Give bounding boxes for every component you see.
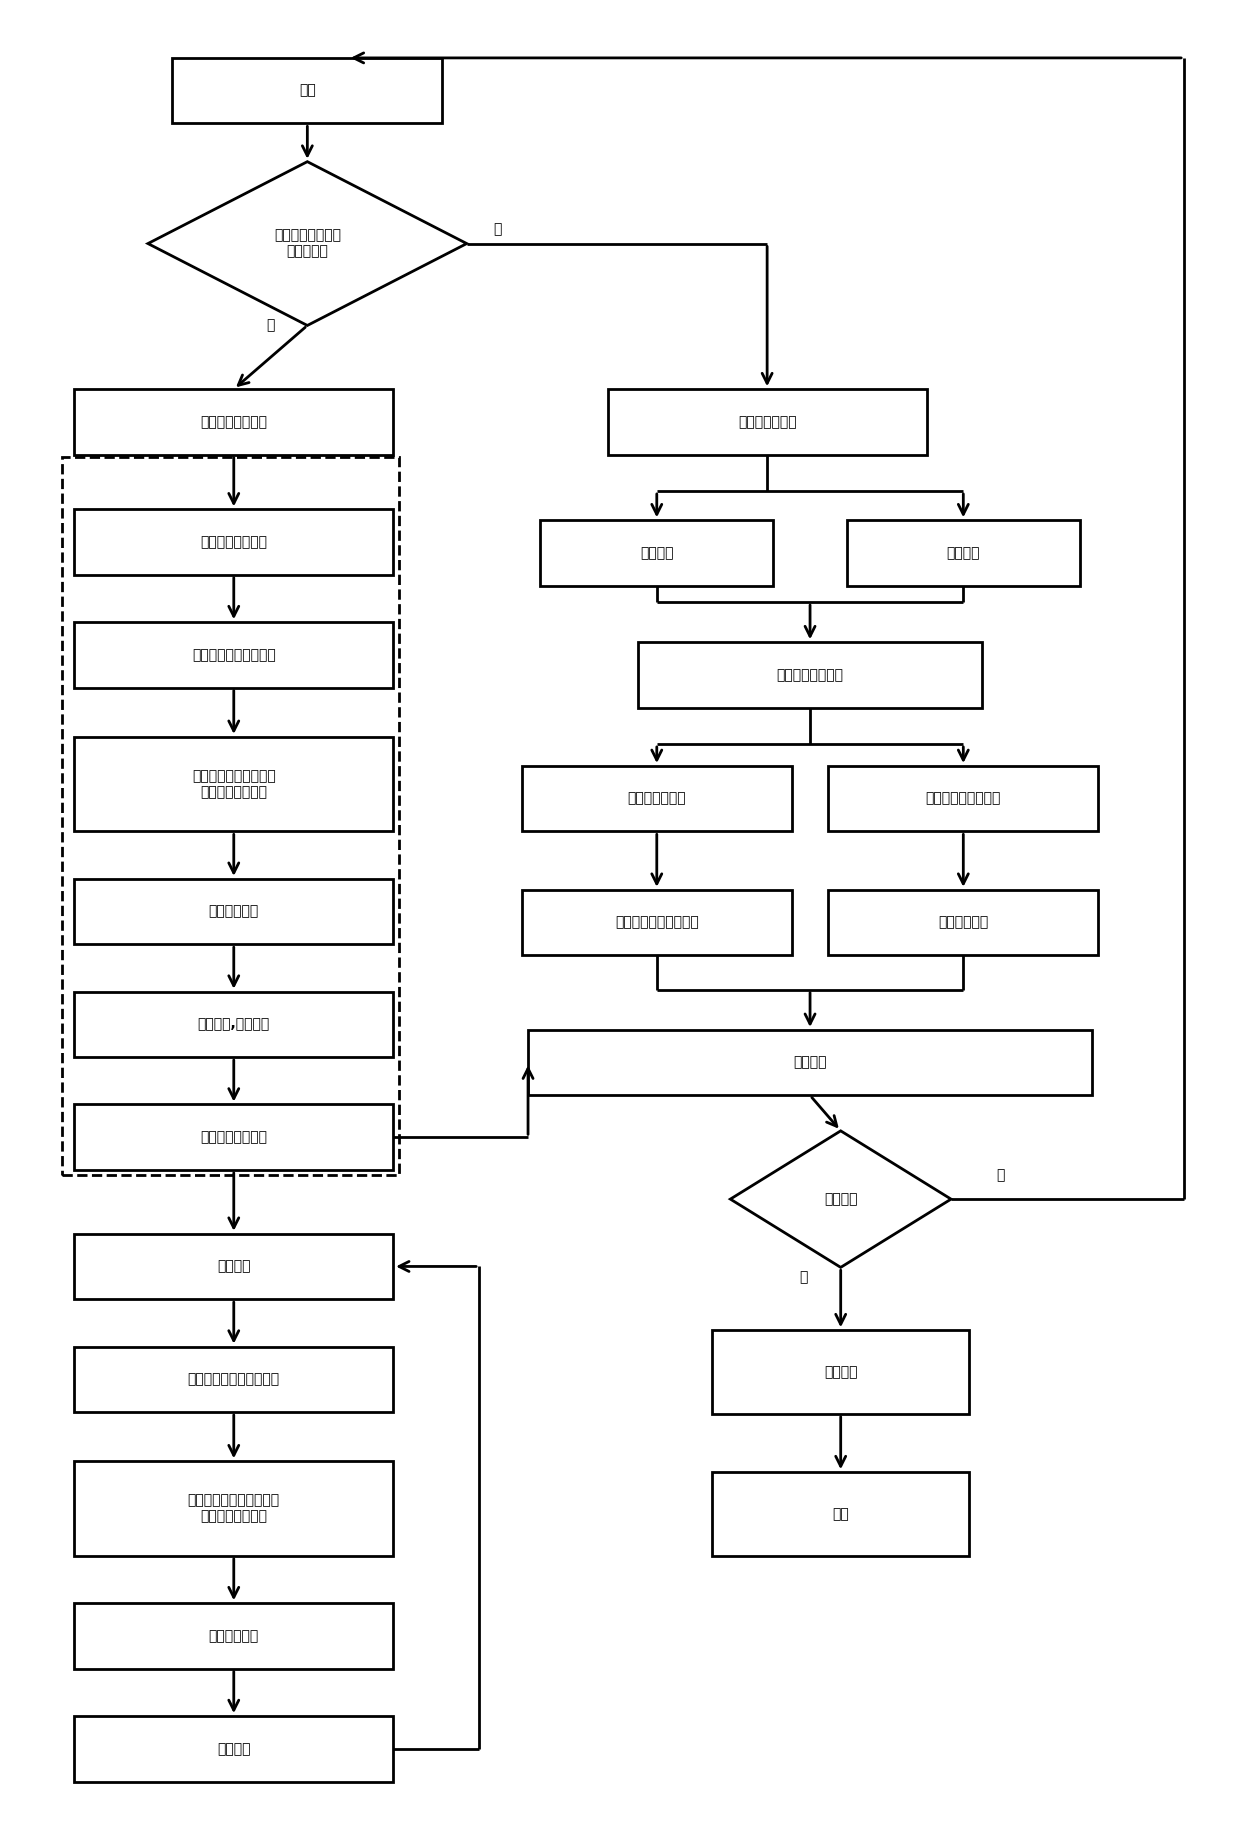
FancyBboxPatch shape [74,878,393,945]
Text: 测量同心度和径向跳动: 测量同心度和径向跳动 [615,915,698,930]
Text: 是: 是 [494,222,501,237]
FancyBboxPatch shape [74,1346,393,1412]
Text: 形位测量: 形位测量 [640,547,673,559]
Text: 测量轴向长度: 测量轴向长度 [939,915,988,930]
FancyBboxPatch shape [74,992,393,1056]
Text: 开始测量: 开始测量 [217,1742,250,1755]
FancyBboxPatch shape [847,521,1080,585]
Text: 设置新轴零件类型: 设置新轴零件类型 [201,414,268,429]
FancyBboxPatch shape [172,59,443,123]
Text: 否: 否 [800,1271,808,1284]
Text: 移动图像采集系统: 移动图像采集系统 [776,668,843,682]
Text: 结合光栅位移传感器: 结合光栅位移传感器 [925,792,1001,805]
Text: 保存新轴零件类型: 保存新轴零件类型 [201,1130,268,1144]
Polygon shape [148,161,466,325]
FancyBboxPatch shape [712,1330,970,1414]
FancyBboxPatch shape [74,389,393,455]
FancyBboxPatch shape [608,389,926,455]
Bar [62,457,399,1176]
FancyBboxPatch shape [74,1603,393,1669]
FancyBboxPatch shape [74,1104,393,1170]
Text: 参数测量: 参数测量 [217,1260,250,1273]
Text: 参数测量,保存参数: 参数测量,保存参数 [197,1018,270,1031]
FancyBboxPatch shape [528,1031,1092,1095]
FancyBboxPatch shape [712,1473,970,1555]
FancyBboxPatch shape [522,889,791,956]
Polygon shape [730,1132,951,1267]
Text: 继续测量: 继续测量 [823,1192,857,1207]
Text: 开始: 开始 [299,84,316,97]
FancyBboxPatch shape [74,1234,393,1298]
Text: 拍取新轴零件各工位图: 拍取新轴零件各工位图 [192,647,275,662]
FancyBboxPatch shape [74,737,393,831]
Text: 否: 否 [267,319,275,332]
FancyBboxPatch shape [74,622,393,688]
Text: 拼接各工位图，获取待测
轴零件完整轮廓图: 拼接各工位图，获取待测 轴零件完整轮廓图 [187,1493,280,1524]
FancyBboxPatch shape [74,510,393,574]
FancyBboxPatch shape [828,889,1099,956]
Text: 转动待测轴零件: 转动待测轴零件 [627,792,686,805]
FancyBboxPatch shape [828,767,1099,831]
FancyBboxPatch shape [522,767,791,831]
FancyBboxPatch shape [74,1462,393,1555]
Text: 选择轴零件类型: 选择轴零件类型 [738,414,796,429]
Text: 保存参数: 保存参数 [794,1056,827,1069]
Text: 影像测量: 影像测量 [946,547,980,559]
Text: 设置新轴零件工位: 设置新轴零件工位 [201,536,268,548]
FancyBboxPatch shape [639,642,982,708]
Text: 拼接各工位图，获取新
轴零件完整轮廓图: 拼接各工位图，获取新 轴零件完整轮廓图 [192,768,275,800]
Text: 结束: 结束 [832,1508,849,1520]
FancyBboxPatch shape [74,1717,393,1781]
Text: 系统中是否有待测
轴零件类型: 系统中是否有待测 轴零件类型 [274,229,341,259]
FancyBboxPatch shape [541,521,774,585]
Text: 设置测量任务: 设置测量任务 [208,904,259,919]
Text: 是: 是 [996,1168,1004,1183]
Text: 拍取待测轴零件各工位图: 拍取待测轴零件各工位图 [187,1372,280,1387]
Text: 选定测量任务: 选定测量任务 [208,1629,259,1643]
Text: 参数输出: 参数输出 [823,1364,857,1379]
